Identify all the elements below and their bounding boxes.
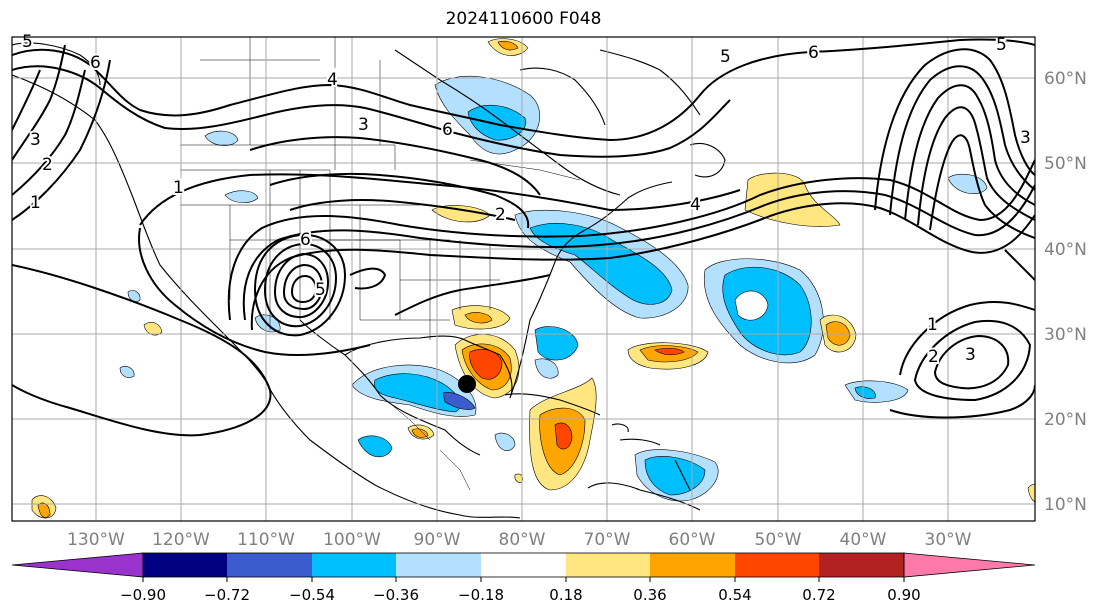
contour-label: 3 xyxy=(30,130,41,150)
colorbar-tick-label: 0.36 xyxy=(633,586,666,604)
colorbar-segment xyxy=(650,553,735,577)
contour-label: 1 xyxy=(927,315,938,335)
map-area xyxy=(12,37,1035,521)
contour-label: 5 xyxy=(315,280,326,300)
colorbar-segment xyxy=(396,553,481,577)
lon-label: 90°W xyxy=(414,530,461,550)
lat-label: 10°N xyxy=(1044,495,1087,515)
map-title: 2024110600 F048 xyxy=(445,9,602,29)
contour-label: 5 xyxy=(22,32,33,52)
lon-label: 30°W xyxy=(925,530,972,550)
contour-label: 6 xyxy=(300,230,311,250)
lat-label: 50°N xyxy=(1044,154,1087,174)
contour-label: 6 xyxy=(808,43,819,63)
colorbar-tick-label: −0.54 xyxy=(289,586,335,604)
contour-label: 5 xyxy=(720,47,731,67)
colorbar-segment xyxy=(312,553,396,577)
lon-label: 40°W xyxy=(840,530,887,550)
colorbar: −0.90 −0.72 −0.54 −0.36 −0.18 0.18 0.36 … xyxy=(11,552,1036,604)
colorbar-tick-label: −0.36 xyxy=(373,586,419,604)
lon-label: 60°W xyxy=(669,530,716,550)
contour-lines xyxy=(12,38,1035,437)
lat-label: 20°N xyxy=(1044,410,1087,430)
colorbar-segment xyxy=(227,553,312,577)
colorbar-tick-label: 0.90 xyxy=(887,586,920,604)
coastlines xyxy=(12,42,726,519)
colorbar-tick-label: −0.90 xyxy=(120,586,166,604)
contour-label: 2 xyxy=(928,347,939,367)
contour-label: 4 xyxy=(690,195,701,215)
contour-label: 2 xyxy=(42,155,53,175)
contour-label-group: 5 6 3 2 1 6 5 4 3 2 1 5 6 6 5 4 3 3 2 1 xyxy=(20,30,1033,369)
contour-label: 3 xyxy=(965,345,976,365)
colorbar-tick-label: −0.18 xyxy=(458,586,504,604)
map-frame xyxy=(11,36,1036,522)
lon-label: 100°W xyxy=(323,530,381,550)
lat-label: 30°N xyxy=(1044,325,1087,345)
contour-label: 1 xyxy=(30,193,41,213)
lon-label: 110°W xyxy=(237,530,295,550)
contour-label: 6 xyxy=(90,53,101,73)
lon-label: 50°W xyxy=(755,530,802,550)
colorbar-tick-label: 0.72 xyxy=(802,586,835,604)
lon-label: 80°W xyxy=(499,530,546,550)
gridlines xyxy=(12,37,1035,521)
latitude-labels: 60°N 50°N 40°N 30°N 20°N 10°N xyxy=(1044,69,1087,515)
colorbar-segment xyxy=(819,553,904,577)
contour-label: 5 xyxy=(996,35,1007,55)
colorbar-segment xyxy=(481,553,566,577)
lon-label: 120°W xyxy=(152,530,210,550)
shaded-anomaly-fields xyxy=(31,38,1035,519)
storm-center-marker xyxy=(458,375,476,393)
colorbar-segment xyxy=(143,553,227,577)
colorbar-extend-low xyxy=(11,552,144,578)
lon-label: 70°W xyxy=(584,530,631,550)
colorbar-tick-label: 0.54 xyxy=(718,586,751,604)
longitude-labels: 130°W 120°W 110°W 100°W 90°W 80°W 70°W 6… xyxy=(67,530,972,550)
colorbar-segment xyxy=(566,553,650,577)
lon-label: 130°W xyxy=(67,530,125,550)
colorbar-segment xyxy=(735,553,819,577)
contour-label: 2 xyxy=(495,205,506,225)
lat-label: 60°N xyxy=(1044,69,1087,89)
contour-label: 4 xyxy=(327,70,338,90)
colorbar-extend-high xyxy=(903,552,1036,578)
contour-label: 1 xyxy=(173,178,184,198)
contour-label: 6 xyxy=(442,120,453,140)
colorbar-tick-label: −0.72 xyxy=(204,586,250,604)
contour-label: 3 xyxy=(1020,128,1031,148)
colorbar-tick-label: 0.18 xyxy=(549,586,582,604)
lat-label: 40°N xyxy=(1044,240,1087,260)
contour-label: 3 xyxy=(358,115,369,135)
